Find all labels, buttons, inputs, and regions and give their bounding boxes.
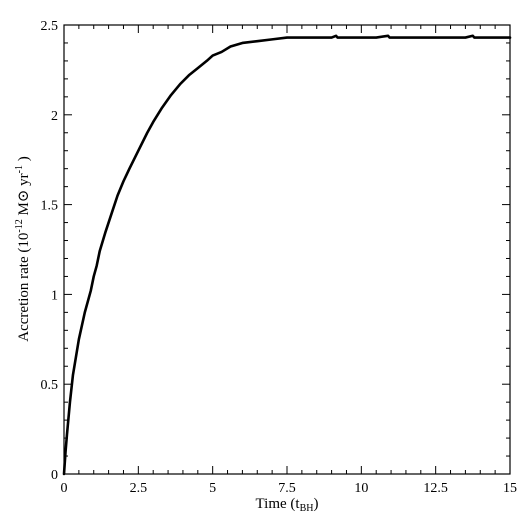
y-tick-label: 1 xyxy=(51,288,58,303)
x-tick-label: 10 xyxy=(354,481,368,496)
y-axis: 0 0.5 1 1.5 2 2.5 xyxy=(41,19,510,483)
x-tick-label: 0 xyxy=(61,481,68,496)
x-tick-label: 5 xyxy=(209,481,216,496)
y-tick-label: 0.5 xyxy=(41,378,59,393)
y-axis-label: Accretion rate (10-12 M⊙ yr-1 ) xyxy=(14,156,32,341)
x-axis: 0 2.5 5 7.5 10 12.5 15 xyxy=(61,25,517,496)
plot-frame xyxy=(63,24,511,475)
x-tick-label: 2.5 xyxy=(130,481,148,496)
x-tick-label: 7.5 xyxy=(278,481,296,496)
y-tick-label: 1.5 xyxy=(41,199,59,214)
x-tick-label: 12.5 xyxy=(423,481,448,496)
series-layer xyxy=(62,34,512,476)
y-tick-label: 2.5 xyxy=(41,19,59,34)
y-tick-label: 2 xyxy=(51,109,58,124)
x-axis-label: Time (tBH) xyxy=(256,496,319,514)
series-line-0 xyxy=(62,34,512,476)
x-tick-label: 15 xyxy=(503,481,517,496)
y-tick-label: 0 xyxy=(51,468,58,483)
